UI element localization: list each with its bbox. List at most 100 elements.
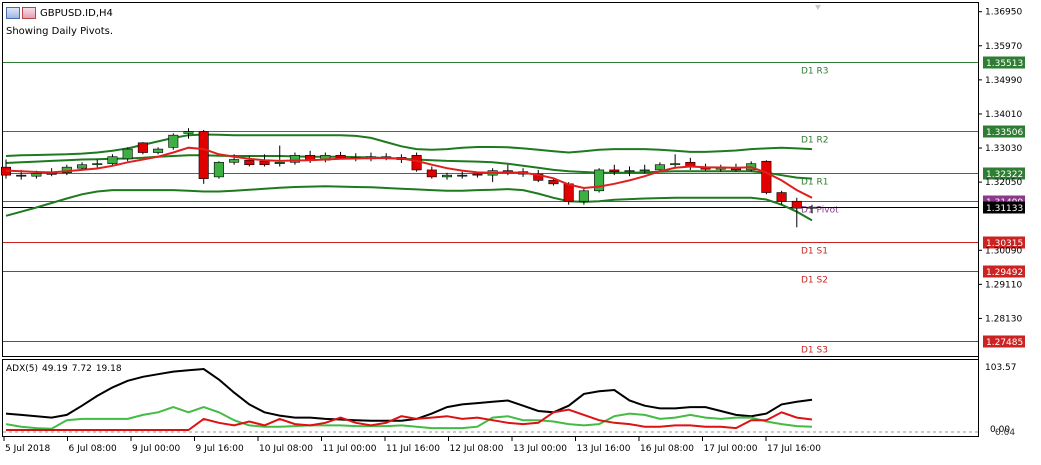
pivot-price-badge bbox=[983, 125, 1025, 138]
minus-di-value: 19.18 bbox=[95, 364, 122, 374]
time-tick-label: 5 Jul 2018 bbox=[5, 444, 50, 454]
adx-value: 49.19 bbox=[42, 364, 68, 374]
candle-body bbox=[335, 155, 346, 158]
candle-body bbox=[563, 183, 574, 202]
pivot-price-badge bbox=[983, 265, 1025, 278]
candle-body bbox=[137, 142, 148, 153]
adx-axis-top-label: 103.57 bbox=[985, 363, 1017, 373]
candle-body bbox=[92, 163, 103, 166]
candle-body bbox=[289, 155, 300, 163]
pivot-label: D1 R2 bbox=[801, 136, 829, 146]
candle-body bbox=[213, 161, 224, 178]
adx-name: ADX(5) bbox=[6, 364, 39, 374]
time-tick-label: 9 Jul 00:00 bbox=[132, 444, 181, 454]
candle-body bbox=[609, 169, 620, 172]
current-price-label: 1.31133 bbox=[986, 204, 1023, 214]
candle-body bbox=[472, 173, 483, 176]
candle-body bbox=[776, 192, 787, 202]
adx-series-minus bbox=[6, 408, 813, 431]
candle-body bbox=[183, 131, 194, 134]
pivot-price-label: 1.35513 bbox=[986, 59, 1023, 69]
candle-body bbox=[442, 174, 453, 178]
candle-body bbox=[457, 174, 468, 177]
candle-body bbox=[16, 174, 27, 177]
time-tick-label: 12 Jul 08:00 bbox=[450, 444, 504, 454]
time-tick-label: 10 Jul 08:00 bbox=[259, 444, 313, 454]
chart-title-bar: GBPUSD.ID,H4 bbox=[6, 6, 113, 20]
candle-body bbox=[654, 164, 665, 171]
adx-axis-alt-label: 0.04 bbox=[995, 428, 1015, 438]
price-tick-label: 1.34990 bbox=[985, 76, 1022, 86]
band-lower-line bbox=[5, 185, 813, 222]
adx-series-adx bbox=[5, 367, 813, 422]
time-tick-label: 13 Jul 16:00 bbox=[577, 444, 631, 454]
chart-window-icon bbox=[6, 7, 36, 19]
price-tick-label: 1.34010 bbox=[985, 110, 1022, 120]
time-tick-label: 17 Jul 16:00 bbox=[767, 444, 821, 454]
price-tick-label: 1.36950 bbox=[985, 8, 1022, 18]
candle-body bbox=[548, 180, 559, 185]
price-tick-label: 1.33030 bbox=[985, 144, 1022, 154]
price-tick-label: 1.32050 bbox=[985, 178, 1022, 188]
chart-shift-marker[interactable] bbox=[815, 5, 821, 10]
candle-body bbox=[244, 159, 255, 166]
pivot-price-badge bbox=[983, 56, 1025, 69]
chart-title: GBPUSD.ID,H4 bbox=[40, 7, 113, 19]
pivot-label: D1 S1 bbox=[801, 247, 828, 257]
time-tick-label: 6 Jul 08:00 bbox=[69, 444, 118, 454]
candle-body bbox=[46, 173, 57, 175]
candle-body bbox=[198, 131, 209, 179]
pivot-price-label: 1.32322 bbox=[986, 170, 1023, 180]
time-tick-label: 11 Jul 00:00 bbox=[323, 444, 377, 454]
pivot-price-label: 1.33506 bbox=[986, 128, 1023, 138]
pivot-label: D1 S3 bbox=[801, 346, 828, 356]
candle-body bbox=[107, 156, 118, 164]
price-tick-label: 1.35970 bbox=[985, 42, 1022, 52]
pivot-price-badge bbox=[983, 335, 1025, 348]
pivot-price-label: 1.30315 bbox=[986, 239, 1023, 249]
pivot-label: D1 S2 bbox=[801, 276, 828, 286]
time-tick-label: 9 Jul 16:00 bbox=[196, 444, 245, 454]
candle-body bbox=[77, 164, 88, 169]
pivot-label: D1 Pivot bbox=[801, 206, 839, 216]
candle-body bbox=[168, 134, 179, 148]
price-tick-label: 1.29110 bbox=[985, 280, 1022, 290]
pivot-label: D1 R1 bbox=[801, 178, 829, 188]
candle-body bbox=[31, 173, 42, 177]
candle-body bbox=[624, 170, 635, 172]
candle-body bbox=[761, 160, 772, 193]
candle-body bbox=[153, 148, 164, 153]
plus-di-value: 7.72 bbox=[71, 364, 92, 374]
candle-body bbox=[639, 169, 650, 172]
moving-average-line bbox=[5, 146, 813, 199]
pivot-label: D1 R3 bbox=[801, 67, 829, 77]
pivot-price-badge bbox=[983, 167, 1025, 180]
time-tick-label: 16 Jul 08:00 bbox=[640, 444, 694, 454]
adx-legend: ADX(5) 49.19 7.72 19.18 bbox=[6, 364, 122, 374]
main-plot-frame bbox=[2, 2, 979, 357]
adx-panel-frame bbox=[2, 359, 979, 437]
price-tick-label: 1.28130 bbox=[985, 314, 1022, 324]
price-tick-label: 1.30090 bbox=[985, 246, 1022, 256]
adx-axis-bottom-label: 0.00 bbox=[990, 425, 1010, 435]
time-tick-label: 13 Jul 00:00 bbox=[513, 444, 567, 454]
pivot-price-label: 1.29492 bbox=[986, 268, 1023, 278]
candle-body bbox=[259, 160, 270, 166]
adx-series-plus bbox=[5, 406, 813, 430]
pivot-note: Showing Daily Pivots. bbox=[6, 26, 114, 37]
candle-body bbox=[229, 159, 240, 163]
candle-body bbox=[670, 163, 681, 166]
candle-body bbox=[806, 206, 818, 209]
pivot-price-badge bbox=[983, 236, 1025, 249]
candle-body bbox=[594, 169, 605, 192]
time-tick-label: 17 Jul 00:00 bbox=[704, 444, 758, 454]
candle-body bbox=[791, 200, 802, 209]
time-tick-label: 11 Jul 16:00 bbox=[386, 444, 440, 454]
candle-body bbox=[274, 161, 285, 164]
candle-body bbox=[122, 148, 133, 160]
candle-body bbox=[426, 169, 437, 178]
current-price-badge bbox=[983, 201, 1025, 214]
pivot-price-label: 1.27485 bbox=[986, 338, 1023, 348]
